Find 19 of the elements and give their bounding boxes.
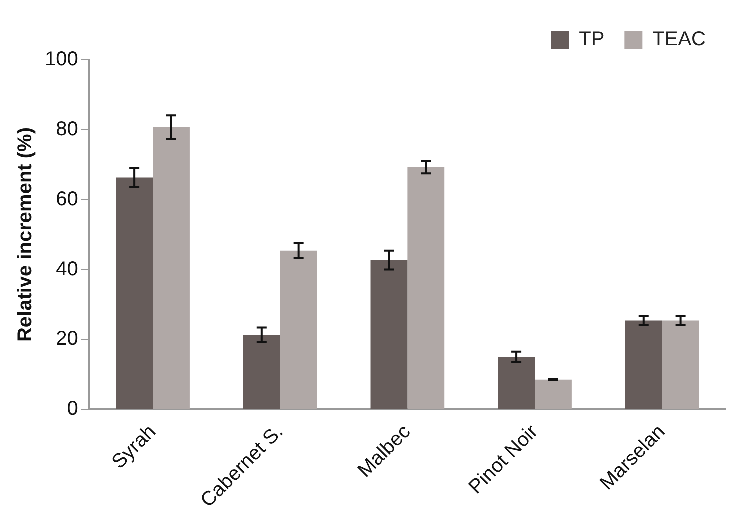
y-tick-label: 40 <box>56 258 78 280</box>
y-tick-label: 60 <box>56 188 78 210</box>
y-tick-label: 0 <box>67 398 78 420</box>
bar <box>116 178 154 410</box>
bar <box>370 260 408 410</box>
bar <box>535 380 572 410</box>
legend-label: TEAC <box>652 28 706 51</box>
bar <box>243 335 280 410</box>
y-tick-label: 20 <box>56 328 78 350</box>
y-tick-label: 80 <box>56 118 78 140</box>
y-tick-label: 100 <box>44 48 78 71</box>
bar <box>153 127 190 410</box>
bar <box>408 167 445 410</box>
y-axis-title: Relative increment (%) <box>14 128 37 342</box>
bar <box>662 320 700 410</box>
bar <box>498 357 536 410</box>
bar <box>625 320 662 410</box>
legend-label: TP <box>579 28 605 51</box>
bar <box>280 250 318 410</box>
